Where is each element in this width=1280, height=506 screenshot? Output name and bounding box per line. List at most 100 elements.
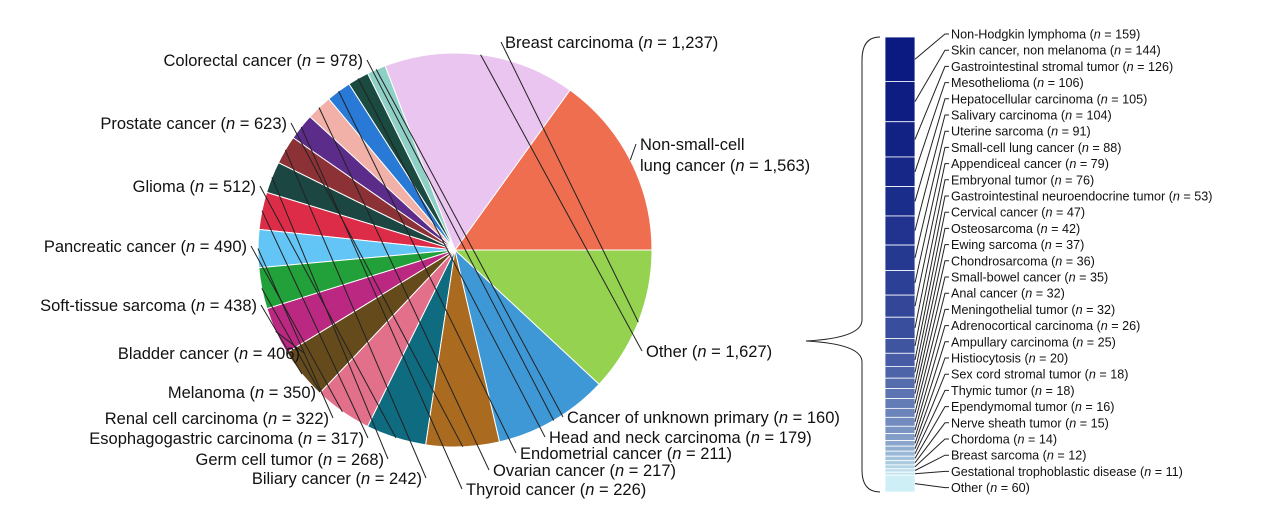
bar-leader-chondrosarcoma	[914, 260, 949, 394]
bar-label-appendiceal-cancer: Appendiceal cancer (n = 79)	[951, 157, 1109, 171]
pie-label-melanoma: Melanoma (n = 350)	[168, 384, 316, 402]
leader-prostate-cancer	[290, 122, 464, 448]
bar-segment-gestational-trophoblastic-disease	[884, 471, 916, 476]
bar-label-chondrosarcoma: Chondrosarcoma (n = 36)	[951, 254, 1095, 268]
pie-labels: Non-small-cell lung cancer (n = 1,563) Oth…	[40, 34, 840, 499]
bar-segment-gastrointestinal-neuroendocrine-tumor	[884, 338, 916, 354]
bar-label-gastrointestinal-neuroendocrine-tumor: Gastrointestinal neuroendocrine tumor (n…	[951, 190, 1212, 204]
bar-segment-ampullary-carcinoma	[884, 433, 916, 441]
leader-head-and-neck-carcinoma	[357, 78, 546, 438]
bar-leader-ewing-sarcoma	[914, 244, 949, 384]
bar-segment-chondrosarcoma	[884, 388, 916, 399]
leader-ovarian-cancer	[318, 107, 490, 471]
leader-germ-cell-tumor	[271, 177, 389, 460]
bar-label-uterine-sarcoma: Uterine sarcoma (n = 91)	[951, 125, 1091, 139]
bar-label-non-hodgkin-lymphoma: Non-Hodgkin lymphoma (n = 159)	[951, 28, 1140, 42]
bar-leader-other	[914, 483, 949, 489]
pie-label-renal-cell-carcinoma: Renal cell carcinoma (n = 322)	[105, 410, 329, 428]
bar-leader-non-hodgkin-lymphoma	[914, 33, 949, 60]
pie-label-bladder-cancer: Bladder cancer (n = 406)	[118, 345, 300, 363]
bar-leader-small-bowel-cancer	[914, 276, 949, 404]
bar-segment-other	[884, 474, 916, 493]
bar-leader-small-cell-lung-cancer	[914, 146, 949, 283]
bar-leader-sex-cord-stromal-tumor	[914, 373, 949, 449]
bar-segment-hepatocellular-carcinoma	[884, 186, 916, 217]
bar-label-other: Other (n = 60)	[951, 481, 1030, 495]
bar-segment-osteosarcoma	[884, 366, 916, 379]
bar-segment-embryonal-tumor	[884, 316, 916, 339]
bar-label-chordoma: Chordoma (n = 14)	[951, 433, 1057, 447]
bar-label-nerve-sheath-tumor: Nerve sheath tumor (n = 15)	[951, 416, 1109, 430]
bar-segment-chordoma	[884, 464, 916, 470]
bar-leader-nerve-sheath-tumor	[914, 422, 949, 464]
pie-chart	[257, 52, 653, 448]
bar-leader-gastrointestinal-neuroendocrine-tumor	[914, 195, 949, 346]
bar-label-small-bowel-cancer: Small-bowel cancer (n = 35)	[951, 271, 1108, 285]
bar-label-osteosarcoma: Osteosarcoma (n = 42)	[951, 222, 1080, 236]
pie-label-non-small-cell-lung-cancer: lung cancer (n = 1,563)	[640, 157, 810, 175]
bar-leader-salivary-carcinoma	[914, 114, 949, 231]
pie-label-breast-carcinoma: Breast carcinoma (n = 1,237)	[505, 34, 718, 52]
bar-leader-anal-cancer	[914, 292, 949, 414]
bar-label-small-cell-lung-cancer: Small-cell lung cancer (n = 88)	[951, 141, 1121, 155]
bar-leader-gastrointestinal-stromal-tumor	[914, 65, 949, 140]
leader-renal-cell-carcinoma	[257, 248, 334, 419]
bar-leader-adrenocortical-carcinoma	[914, 325, 949, 431]
bar-segment-appendiceal-cancer	[884, 294, 916, 318]
pie-slice-non-small-cell-lung-cancer	[454, 89, 653, 251]
bar-segment-thymic-tumor	[884, 450, 916, 457]
bar-segment-meningothelial-tumor	[884, 416, 916, 427]
bar-leader-osteosarcoma	[914, 227, 949, 373]
bar-leader-histiocytosis	[914, 357, 949, 444]
bar-segment-nerve-sheath-tumor	[884, 460, 916, 466]
leader-colorectal-cancer	[366, 59, 555, 421]
leader-biliary-cancer	[284, 149, 427, 479]
bar-leader-ampullary-carcinoma	[914, 341, 949, 438]
pie-label-pancreatic-cancer: Pancreatic cancer (n = 490)	[44, 238, 247, 256]
leader-bladder-cancer	[275, 330, 305, 354]
bar-label-ewing-sarcoma: Ewing sarcoma (n = 37)	[951, 238, 1084, 252]
leader-melanoma	[261, 288, 321, 393]
bar-label-skin-cancer-non-melanoma: Skin cancer, non melanoma (n = 144)	[951, 44, 1161, 58]
bar-segment-uterine-sarcoma	[884, 244, 916, 271]
leader-glioma	[259, 185, 397, 439]
bar-label-anal-cancer: Anal cancer (n = 32)	[951, 287, 1065, 301]
bar-label-cervical-cancer: Cervical cancer (n = 47)	[951, 206, 1085, 220]
bar-label-gastrointestinal-stromal-tumor: Gastrointestinal stromal tumor (n = 126)	[951, 60, 1173, 74]
pie-label-cancer-of-unknown-primary: Cancer of unknown primary (n = 160)	[567, 409, 840, 427]
leader-endometrial-cancer	[338, 90, 517, 454]
bar-leader-chordoma	[914, 438, 949, 468]
bar-label-thymic-tumor: Thymic tumor (n = 18)	[951, 384, 1075, 398]
bar-leader-thymic-tumor	[914, 389, 949, 454]
bar-leader-gestational-trophoblastic-disease	[914, 470, 949, 475]
curly-brace	[805, 36, 881, 493]
bar-leader-ependymomal-tumor	[914, 406, 949, 459]
bar-label-gestational-trophoblastic-disease: Gestational trophoblastic disease (n = 1…	[951, 465, 1183, 479]
bar-label-ependymomal-tumor: Ependymomal tumor (n = 16)	[951, 400, 1114, 414]
pie-label-non-small-cell-lung-cancer-line1: Non-small-cell	[640, 136, 745, 154]
bar-leader-cervical-cancer	[914, 211, 949, 360]
bar-leader-skin-cancer-non-melanoma	[914, 49, 949, 102]
bar-segment-small-cell-lung-cancer	[884, 270, 916, 296]
bar-label-adrenocortical-carcinoma: Adrenocortical carcinoma (n = 26)	[951, 319, 1140, 333]
leader-esophagogastric-carcinoma	[261, 210, 369, 439]
other-bar-labels: Non-Hodgkin lymphoma (n = 159) Skin cance…	[914, 28, 1212, 495]
leader-breast-carcinoma	[500, 41, 639, 323]
bar-segment-anal-cancer	[884, 407, 916, 418]
bar-segment-ewing-sarcoma	[884, 377, 916, 389]
leader-cancer-of-unknown-primary	[375, 69, 564, 418]
bar-segment-cervical-cancer	[884, 352, 916, 367]
bar-label-histiocytosis: Histiocytosis (n = 20)	[951, 352, 1068, 366]
other-brace	[805, 36, 881, 493]
bar-segment-histiocytosis	[884, 440, 916, 447]
pie-label-ovarian-cancer: Ovarian cancer (n = 217)	[493, 462, 676, 480]
pie-label-other: Other (n = 1,627)	[646, 343, 772, 361]
leader-thyroid-cancer	[300, 126, 463, 490]
bar-segment-salivary-carcinoma	[884, 215, 916, 246]
bar-segment-ependymomal-tumor	[884, 455, 916, 462]
bar-leader-meningothelial-tumor	[914, 308, 949, 422]
bar-segment-sex-cord-stromal-tumor	[884, 445, 916, 452]
bar-leader-embryonal-tumor	[914, 179, 949, 328]
bar-leader-uterine-sarcoma	[914, 130, 949, 258]
leader-soft-tissue-sarcoma	[260, 304, 303, 375]
